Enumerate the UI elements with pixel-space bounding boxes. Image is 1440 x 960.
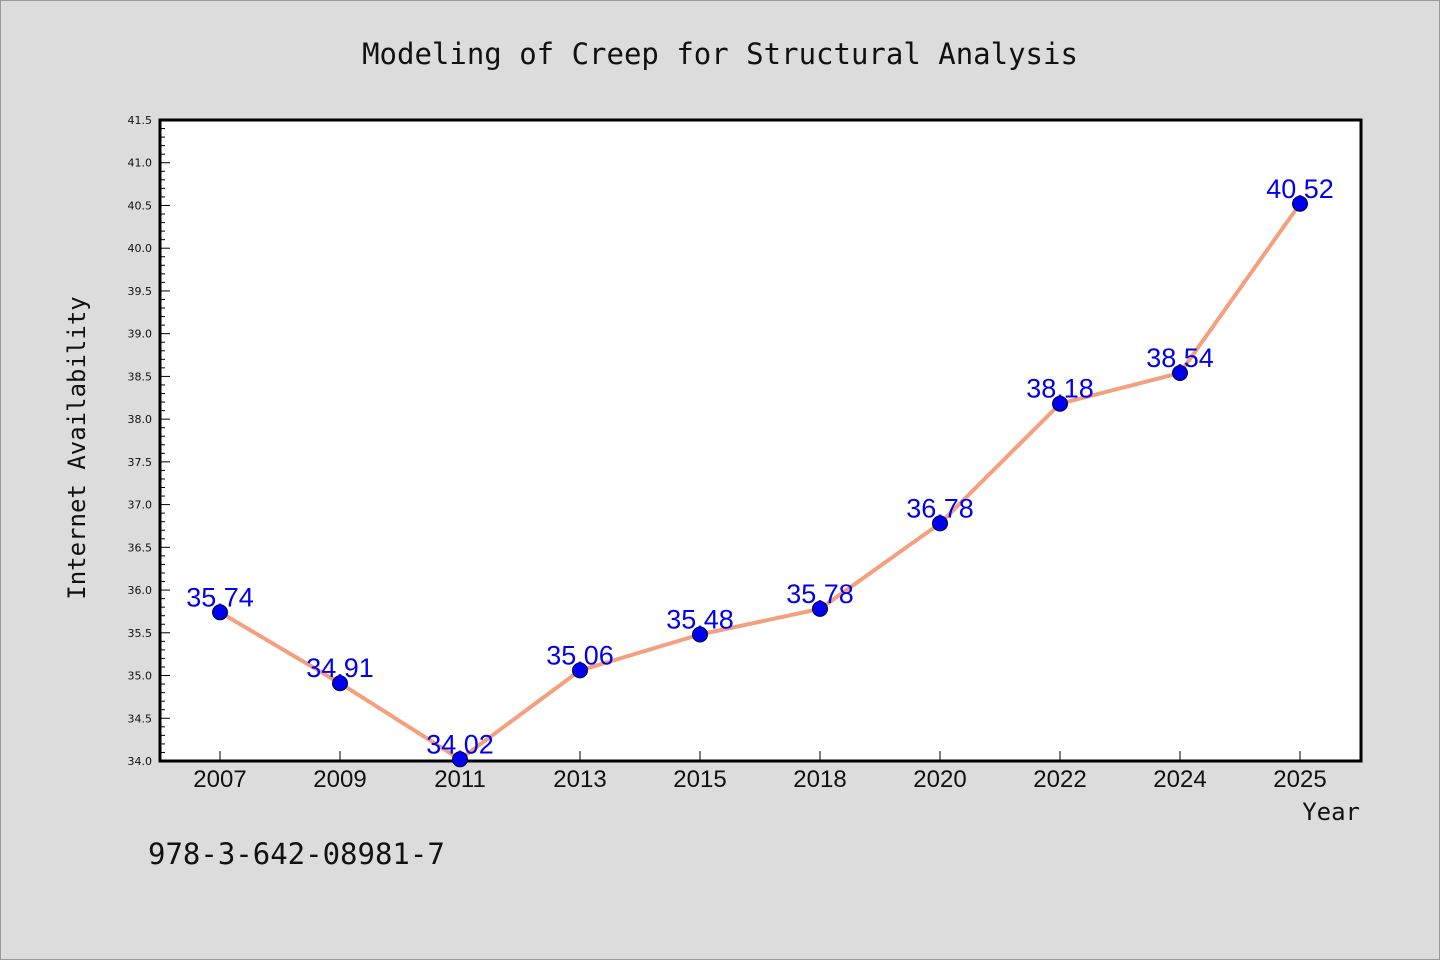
y-tick-label: 37.5 [128, 456, 153, 469]
y-tick-label: 34.5 [128, 712, 153, 725]
y-tick-label: 36.0 [128, 584, 153, 597]
plot-area [158, 118, 1363, 763]
y-tick-label: 39.5 [128, 285, 153, 298]
chart-title: Modeling of Creep for Structural Analysi… [362, 37, 1078, 71]
x-tick-label: 2024 [1153, 766, 1206, 793]
data-label: 38.54 [1146, 343, 1214, 373]
series-line [218, 201, 1302, 762]
x-axis: 2007 2009 2011 2013 2015 2018 2020 2022 2024 2025 [193, 751, 1327, 793]
y-axis: 34.0 34.5 35.0 35.5 36.0 36.5 37.0 37.5 38.0 38.5… [128, 114, 170, 768]
data-label: 35.78 [786, 579, 854, 609]
data-point [692, 626, 708, 643]
data-point [332, 675, 348, 692]
y-tick-label: 40.0 [128, 242, 153, 255]
data-label: 35.06 [546, 640, 614, 670]
data-point [1172, 364, 1188, 381]
data-point [572, 662, 588, 679]
x-tick-label: 2009 [313, 766, 366, 793]
x-tick-label: 2007 [193, 766, 246, 793]
data-point [812, 600, 828, 617]
x-tick-label: 2013 [553, 766, 606, 793]
x-tick-label: 2022 [1033, 766, 1086, 793]
x-tick-label: 2025 [1273, 766, 1326, 793]
data-point [1292, 195, 1308, 212]
x-tick-label: 2020 [913, 766, 966, 793]
y-tick-label: 35.0 [128, 670, 153, 683]
data-point [212, 604, 228, 621]
data-label: 35.74 [186, 582, 254, 612]
x-axis-label: Year [1302, 798, 1360, 826]
y-tick-label: 34.0 [128, 755, 153, 768]
y-tick-label: 39.0 [128, 328, 153, 341]
isbn-annotation: 978-3-642-08981-7 [148, 837, 445, 871]
data-point [452, 751, 468, 768]
data-label: 38.18 [1026, 374, 1094, 404]
data-label: 36.78 [906, 493, 974, 523]
series-group: 35.74 34.91 34.02 35.06 35.48 35.78 36.78 38.18… [186, 174, 1334, 768]
y-tick-label: 37.0 [128, 499, 153, 512]
data-point [1052, 395, 1068, 412]
y-tick-label: 35.5 [128, 627, 153, 640]
data-point [932, 515, 948, 532]
y-tick-label: 38.5 [128, 370, 153, 383]
y-tick-label: 36.5 [128, 541, 153, 554]
y-tick-label: 41.0 [128, 157, 153, 170]
y-axis-label: Internet Availability [63, 296, 91, 599]
x-tick-label: 2015 [673, 766, 726, 793]
x-tick-label: 2018 [793, 766, 846, 793]
data-label: 34.91 [306, 653, 374, 683]
y-tick-label: 40.5 [128, 199, 153, 212]
data-label: 40.52 [1266, 174, 1334, 204]
data-label: 35.48 [666, 605, 734, 635]
data-label: 34.02 [426, 729, 494, 759]
y-tick-label: 41.5 [128, 114, 153, 127]
y-tick-label: 38.0 [128, 413, 153, 426]
x-tick-label: 2011 [434, 766, 486, 793]
